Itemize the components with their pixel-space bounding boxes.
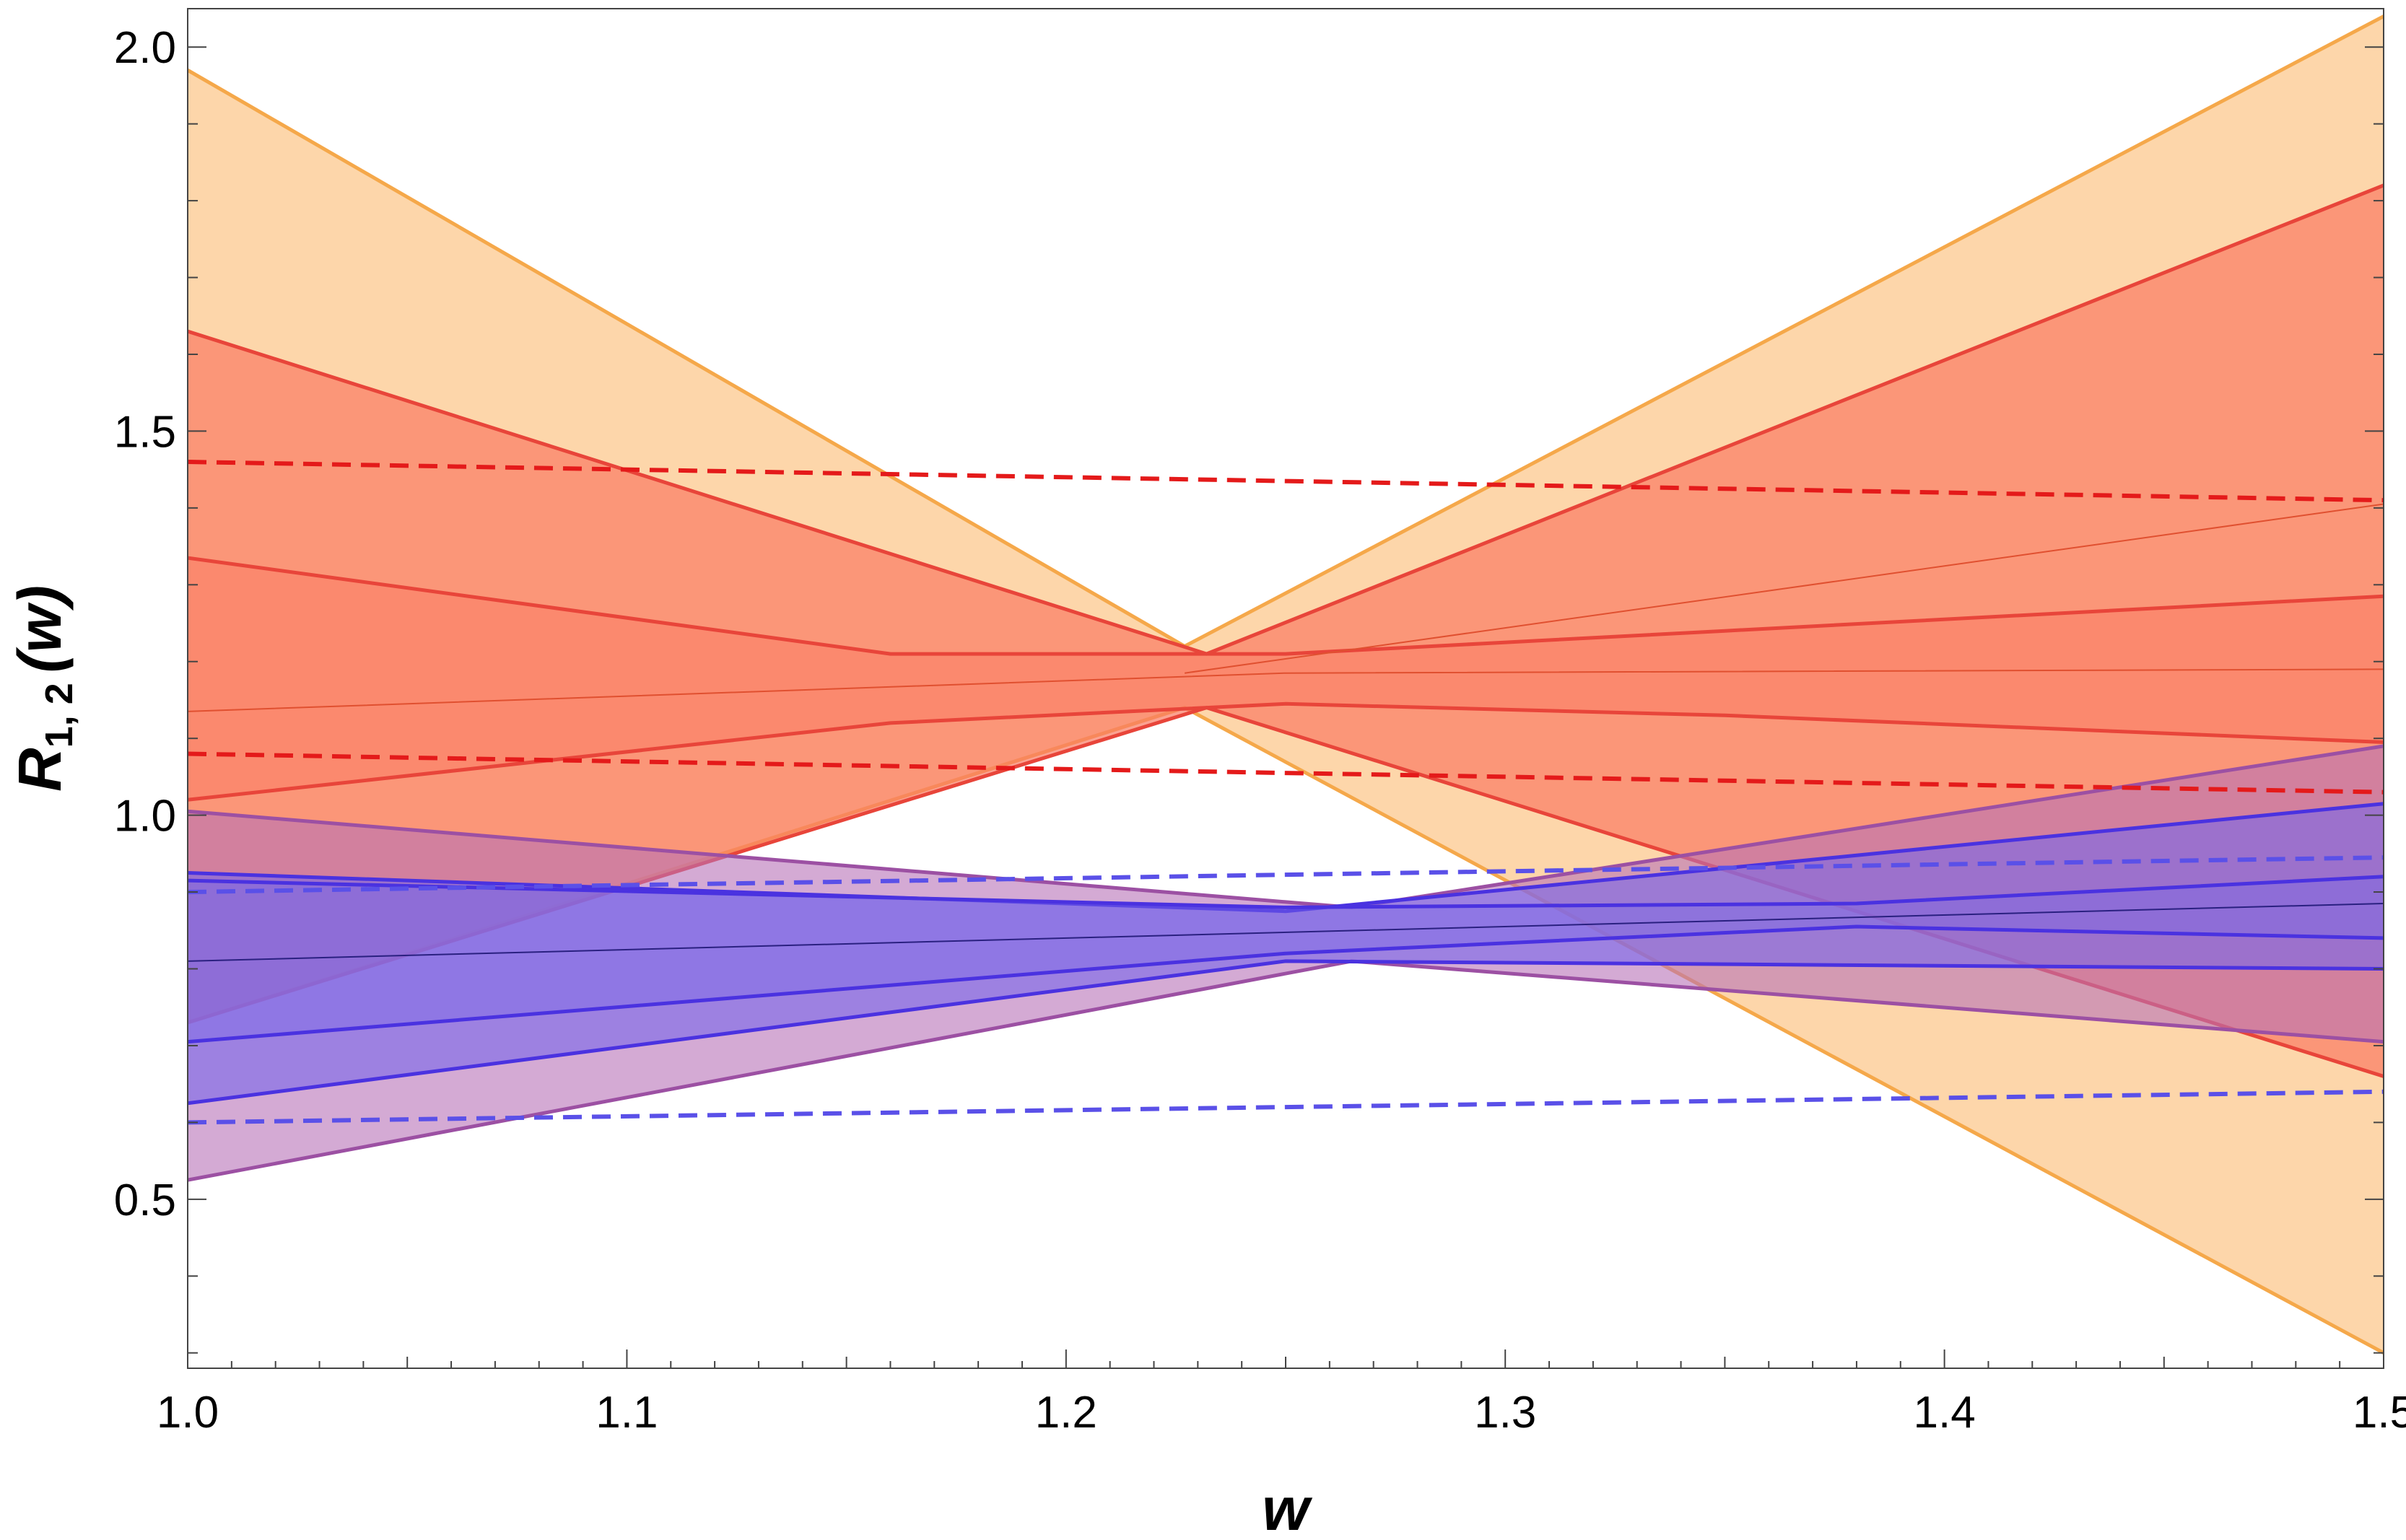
- r2-outer-band-fill: [188, 745, 2384, 1181]
- y-axis-title: R1, 2 (w): [6, 585, 81, 792]
- r1-dashed-upper-line: [188, 460, 2384, 503]
- series-layer: [188, 14, 2384, 1355]
- x-tick-label: 1.1: [596, 1388, 658, 1438]
- r1-central-line: [188, 668, 2384, 712]
- r1-thin-line: [1184, 503, 2384, 674]
- x-tick-label: 1.3: [1474, 1388, 1536, 1438]
- r2-dashed-lower-line: [188, 1089, 2384, 1125]
- y-tick-label: 2.0: [114, 23, 176, 73]
- r2-middle-band-upper-edge: [188, 802, 2384, 914]
- r1-inner-band-upper-edge: [188, 556, 2384, 656]
- r2-middle-band-lower-edge: [188, 959, 2384, 1106]
- ticklabels-layer: 1.0 1.1 1.2 1.3 1.4 1.5 0.5 1.0 1.5 2.0: [114, 23, 2406, 1438]
- y-tick-label: 1.5: [114, 407, 176, 457]
- y-axis-title-subscript: 1, 2: [38, 683, 81, 748]
- r2-central-line: [188, 903, 2384, 962]
- y-tick-label: 0.5: [114, 1176, 176, 1225]
- r1-inner-band-lower-edge: [188, 701, 2384, 802]
- x-tick-label: 1.0: [157, 1388, 219, 1438]
- y-axis-title-main: R: [6, 748, 74, 792]
- r2-inner-band-upper-edge: [188, 875, 2384, 909]
- r1-dashed-lower-line: [188, 751, 2384, 795]
- x-axis-title: w: [1262, 1475, 1312, 1540]
- r2-inner-band-lower-edge: [188, 924, 2384, 1044]
- y-axis-title-argument: (w): [6, 585, 74, 673]
- y-tick-label: 1.0: [114, 792, 176, 841]
- x-tick-label: 1.2: [1035, 1388, 1097, 1438]
- x-tick-label: 1.4: [1913, 1388, 1975, 1438]
- r2-dashed-upper-line: [188, 855, 2384, 895]
- ticks-layer: [187, 46, 2384, 1368]
- x-tick-label: 1.5: [2353, 1388, 2406, 1438]
